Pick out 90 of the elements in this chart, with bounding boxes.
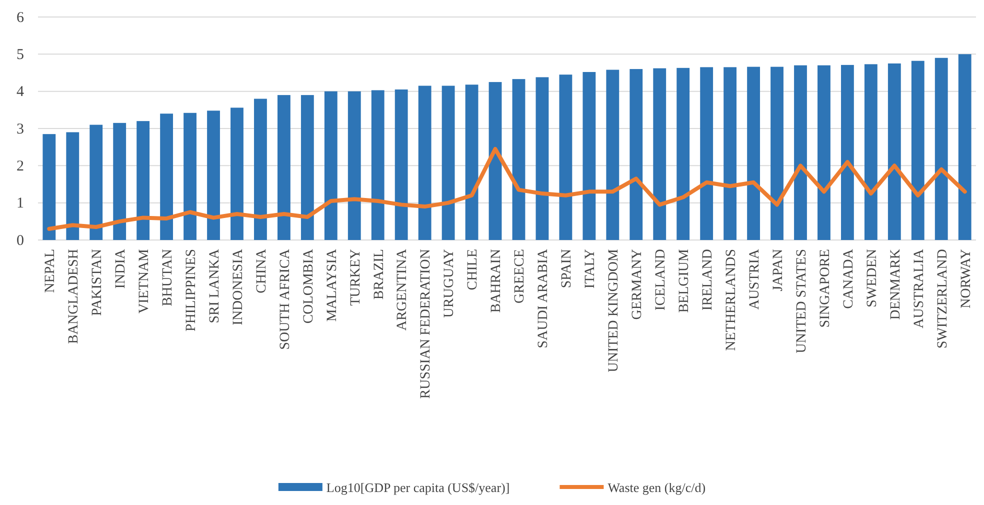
bar: [254, 98, 267, 240]
bar: [324, 91, 338, 240]
x-tick-label: SRI LANKA: [207, 248, 222, 324]
bar: [676, 68, 690, 240]
x-tick-label: ICELAND: [654, 249, 669, 310]
y-tick-label: 3: [16, 121, 24, 138]
bar: [700, 67, 714, 240]
x-tick-label: UNITED KINGDOM: [606, 248, 622, 372]
x-tick-label: GREECE: [512, 249, 528, 304]
bar: [371, 90, 384, 240]
bar: [958, 54, 972, 240]
bar: [230, 108, 244, 240]
bar: [465, 84, 478, 240]
bar: [348, 91, 361, 240]
bar: [606, 70, 620, 240]
bar: [653, 68, 666, 240]
bar: [724, 67, 737, 240]
bar: [934, 58, 948, 240]
x-tick-label: ARGENTINA: [395, 248, 410, 331]
x-tick-label: DENMARK: [888, 249, 904, 320]
bar: [818, 65, 830, 240]
bar: [864, 64, 878, 240]
x-tick-label: BAHRAIN: [489, 249, 504, 313]
x-tick-label: JAPAN: [770, 249, 786, 292]
bar: [512, 79, 526, 240]
x-tick-label: CANADA: [841, 248, 856, 309]
x-tick-label: SOUTH AFRICA: [278, 248, 293, 350]
x-tick-label: SPAIN: [560, 249, 575, 288]
x-tick-label: INDIA: [113, 248, 128, 289]
x-tick-label: BANGLADESH: [66, 249, 82, 344]
x-tick-label: BHUTAN: [160, 249, 176, 306]
x-tick-label: GERMANY: [630, 249, 646, 320]
x-tick-label: VIETNAM: [136, 248, 152, 314]
y-tick-label: 4: [16, 84, 24, 100]
x-tick-label: RUSSIAN FEDERATION: [418, 249, 434, 399]
x-tick-label: SAUDI ARABIA: [536, 248, 552, 348]
x-tick-label: BELGIUM: [676, 248, 692, 313]
x-tick-label: PAKISTAN: [90, 249, 106, 316]
legend-label: Waste gen (kg/c/d): [608, 480, 706, 495]
bar: [794, 65, 807, 240]
bar: [136, 121, 150, 240]
y-tick-label: 6: [16, 10, 24, 26]
bar: [207, 110, 220, 240]
x-tick-label: SWEDEN: [864, 249, 880, 308]
x-tick-label: CHILE: [466, 249, 481, 290]
x-tick-label: PHILIPPINES: [184, 249, 199, 332]
bar: [911, 60, 924, 240]
bar: [582, 72, 596, 240]
bar: [160, 114, 174, 240]
line-series: [47, 146, 967, 231]
bar: [394, 89, 408, 240]
x-tick-label: SINGAPORE: [818, 249, 833, 328]
bar: [418, 86, 432, 240]
y-tick-label: 0: [16, 232, 24, 249]
x-tick-label: INDONESIA: [230, 248, 246, 326]
bar: [442, 86, 455, 240]
bar: [184, 112, 196, 240]
x-tick-label: URUGUAY: [442, 249, 458, 318]
bar: [488, 82, 502, 240]
x-tick-label: IRELAND: [700, 249, 716, 310]
x-tick-label: AUSTRIA: [747, 248, 762, 310]
x-tick-label: TURKEY: [348, 249, 364, 306]
bar: [277, 95, 290, 240]
bar: [66, 132, 80, 240]
bar: [113, 122, 126, 240]
y-tick-label: 2: [16, 158, 24, 174]
bar: [559, 74, 572, 240]
bar: [90, 124, 103, 240]
bar: [840, 64, 854, 240]
x-tick-label: NETHERLANDS: [724, 249, 739, 351]
bar: [888, 63, 901, 240]
y-tick-label: 1: [16, 196, 24, 212]
x-tick-label: UNITED STATES: [794, 249, 810, 354]
x-tick-label: AUSTRALIA: [912, 248, 927, 328]
bar: [747, 66, 760, 240]
x-tick-label: ITALY: [583, 249, 598, 288]
bar: [536, 77, 549, 240]
bar: [42, 134, 56, 240]
y-tick-label: 5: [16, 46, 24, 63]
x-tick-label: NEPAL: [43, 249, 58, 293]
bar: [770, 66, 784, 240]
bar: [630, 69, 643, 240]
x-tick-label: SWITZERLAND: [935, 249, 950, 349]
x-tick-label: COLOMBIA: [301, 248, 316, 324]
legend-label: Log10[GDP per capita (US$/year)]: [326, 480, 510, 495]
x-tick-label: BRAZIL: [372, 249, 387, 300]
bar: [300, 95, 314, 240]
x-tick-label: CHINA: [254, 248, 270, 294]
x-tick-label: MALAYSIA: [324, 248, 340, 322]
x-tick-label: NORWAY: [958, 249, 974, 308]
